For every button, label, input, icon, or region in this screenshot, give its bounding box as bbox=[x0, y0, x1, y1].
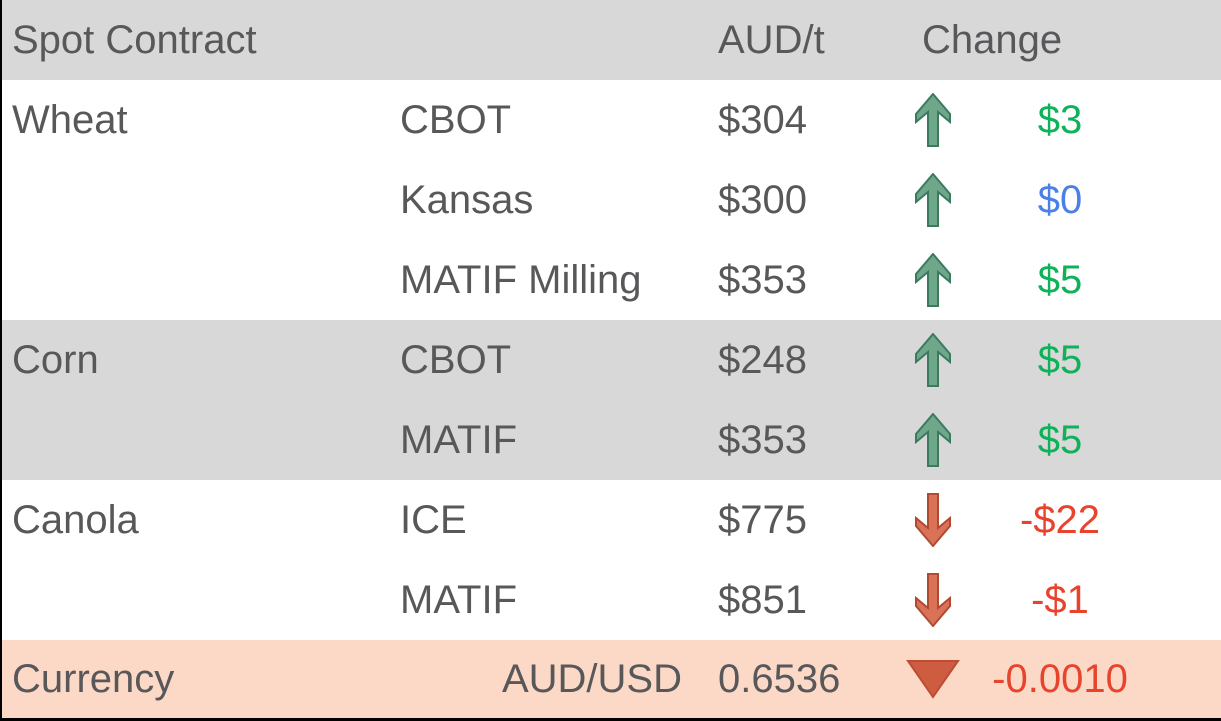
change-value: $5 bbox=[1037, 337, 1083, 382]
currency-pair-label: AUD/USD bbox=[501, 656, 682, 701]
change-value: -$1 bbox=[1031, 577, 1089, 622]
up-arrow-icon bbox=[880, 333, 985, 387]
contract-label: CBOT bbox=[400, 337, 512, 382]
currency-label: Currency bbox=[12, 656, 175, 701]
change-value: $0 bbox=[1037, 177, 1083, 222]
commodity-label: Corn bbox=[12, 337, 99, 382]
table-row-matif-milling: MATIF Milling $353 $5 bbox=[2, 240, 1221, 320]
table-row-corn: Corn CBOT $248 $5 bbox=[2, 320, 1221, 400]
contract-label: MATIF Milling bbox=[400, 257, 642, 302]
currency-rate-value: 0.6536 bbox=[718, 656, 841, 701]
price-value: $304 bbox=[718, 97, 807, 142]
table-row-kansas: Kansas $300 $0 bbox=[2, 160, 1221, 240]
change-value: $5 bbox=[1037, 257, 1083, 302]
price-value: $300 bbox=[718, 177, 807, 222]
header-spot-contract: Spot Contract bbox=[12, 17, 257, 62]
commodity-label: Canola bbox=[12, 497, 139, 542]
table-row-matif: MATIF $851 -$1 bbox=[2, 560, 1221, 640]
contract-label: ICE bbox=[400, 497, 467, 542]
header-aud-per-tonne: AUD/t bbox=[718, 17, 825, 62]
table-header-row: Spot Contract AUD/t Change bbox=[2, 0, 1221, 80]
currency-row: Currency AUD/USD 0.6536 -0.0010 bbox=[2, 640, 1221, 718]
price-value: $775 bbox=[718, 497, 807, 542]
price-value: $248 bbox=[718, 337, 807, 382]
table-row-canola: Canola ICE $775 -$22 bbox=[2, 480, 1221, 560]
change-value: -$22 bbox=[1019, 497, 1101, 542]
up-arrow-icon bbox=[880, 253, 985, 307]
price-value: $353 bbox=[718, 257, 807, 302]
price-value: $353 bbox=[718, 417, 807, 462]
up-arrow-icon bbox=[880, 93, 985, 147]
commodity-label: Wheat bbox=[12, 97, 128, 142]
contract-label: Kansas bbox=[400, 177, 534, 222]
table-row-matif: MATIF $353 $5 bbox=[2, 400, 1221, 480]
table-row-wheat: Wheat CBOT $304 $3 bbox=[2, 80, 1221, 160]
up-arrow-icon bbox=[880, 413, 985, 467]
down-arrow-icon bbox=[880, 573, 985, 627]
up-arrow-icon bbox=[880, 173, 985, 227]
down-triangle-icon bbox=[880, 659, 985, 699]
contract-label: MATIF bbox=[400, 417, 518, 462]
contract-label: MATIF bbox=[400, 577, 518, 622]
header-change: Change bbox=[922, 17, 1063, 62]
commodity-rows: Wheat CBOT $304 $3 Kansas $300 $0 MATIF Milli… bbox=[2, 80, 1221, 640]
contract-label: CBOT bbox=[400, 97, 512, 142]
price-value: $851 bbox=[718, 577, 807, 622]
down-arrow-icon bbox=[880, 493, 985, 547]
currency-change-value: -0.0010 bbox=[992, 656, 1128, 701]
change-value: $3 bbox=[1037, 97, 1083, 142]
change-value: $5 bbox=[1037, 417, 1083, 462]
